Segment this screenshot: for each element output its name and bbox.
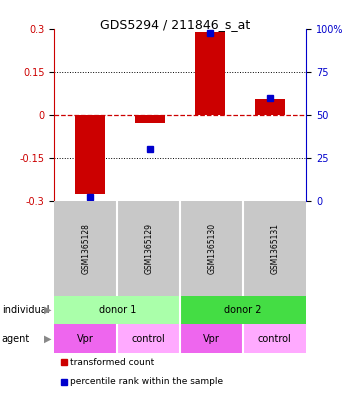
- Text: donor 1: donor 1: [99, 305, 136, 315]
- Text: GDS5294 / 211846_s_at: GDS5294 / 211846_s_at: [100, 18, 250, 31]
- Bar: [180, 296, 306, 325]
- Text: GSM1365130: GSM1365130: [207, 223, 216, 274]
- Text: GSM1365129: GSM1365129: [144, 223, 153, 274]
- Bar: [75, 115, 105, 195]
- Text: ▶: ▶: [43, 305, 51, 315]
- Bar: [54, 296, 180, 325]
- Bar: [243, 325, 306, 353]
- Bar: [117, 201, 180, 296]
- Text: percentile rank within the sample: percentile rank within the sample: [70, 377, 223, 386]
- Text: control: control: [258, 334, 292, 344]
- Text: GSM1365131: GSM1365131: [270, 223, 279, 274]
- Text: control: control: [132, 334, 166, 344]
- Bar: [180, 325, 243, 353]
- Bar: [54, 201, 117, 296]
- Text: ▶: ▶: [43, 334, 51, 344]
- Bar: [243, 201, 306, 296]
- Bar: [54, 325, 117, 353]
- Bar: [135, 115, 165, 123]
- Text: Vpr: Vpr: [77, 334, 94, 344]
- Text: individual: individual: [2, 305, 49, 315]
- Text: agent: agent: [2, 334, 30, 344]
- Bar: [117, 325, 180, 353]
- Bar: [195, 32, 225, 115]
- Text: donor 2: donor 2: [224, 305, 262, 315]
- Bar: [180, 201, 243, 296]
- Text: GSM1365128: GSM1365128: [81, 223, 90, 274]
- Text: Vpr: Vpr: [203, 334, 220, 344]
- Bar: [255, 99, 285, 115]
- Text: transformed count: transformed count: [70, 358, 154, 367]
